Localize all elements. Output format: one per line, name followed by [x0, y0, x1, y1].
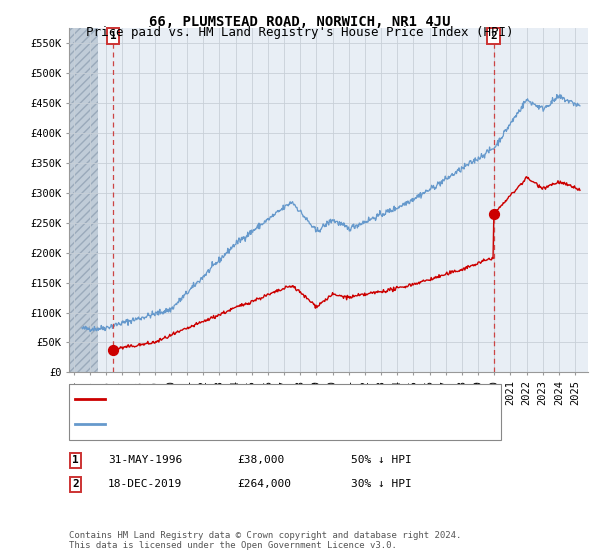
Text: £264,000: £264,000: [237, 479, 291, 489]
Text: Contains HM Land Registry data © Crown copyright and database right 2024.
This d: Contains HM Land Registry data © Crown c…: [69, 530, 461, 550]
Text: 1: 1: [72, 455, 79, 465]
Text: £38,000: £38,000: [237, 455, 284, 465]
Text: 18-DEC-2019: 18-DEC-2019: [108, 479, 182, 489]
Text: 50% ↓ HPI: 50% ↓ HPI: [351, 455, 412, 465]
Text: 2: 2: [72, 479, 79, 489]
Text: 66, PLUMSTEAD ROAD, NORWICH, NR1 4JU: 66, PLUMSTEAD ROAD, NORWICH, NR1 4JU: [149, 15, 451, 29]
Text: 2: 2: [490, 31, 497, 41]
Point: [108, 345, 118, 354]
Text: 1: 1: [110, 31, 116, 41]
Text: 66, PLUMSTEAD ROAD, NORWICH, NR1 4JU (detached house): 66, PLUMSTEAD ROAD, NORWICH, NR1 4JU (de…: [114, 394, 472, 404]
Text: 30% ↓ HPI: 30% ↓ HPI: [351, 479, 412, 489]
Text: 31-MAY-1996: 31-MAY-1996: [108, 455, 182, 465]
Text: HPI: Average price, detached house, Norwich: HPI: Average price, detached house, Norw…: [114, 419, 404, 429]
Text: Price paid vs. HM Land Registry's House Price Index (HPI): Price paid vs. HM Land Registry's House …: [86, 26, 514, 39]
Bar: [69, 28, 98, 372]
Point: [489, 210, 499, 219]
